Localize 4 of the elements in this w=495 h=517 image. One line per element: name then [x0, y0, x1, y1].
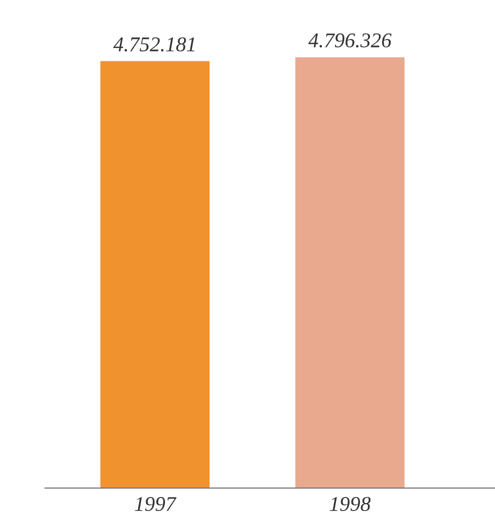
data-label: 4.796.326 — [308, 33, 392, 48]
x-tick-label: 1997 — [134, 497, 177, 512]
data-label: 4.752.181 — [113, 37, 194, 52]
x-tick-label: 1998 — [330, 496, 371, 512]
